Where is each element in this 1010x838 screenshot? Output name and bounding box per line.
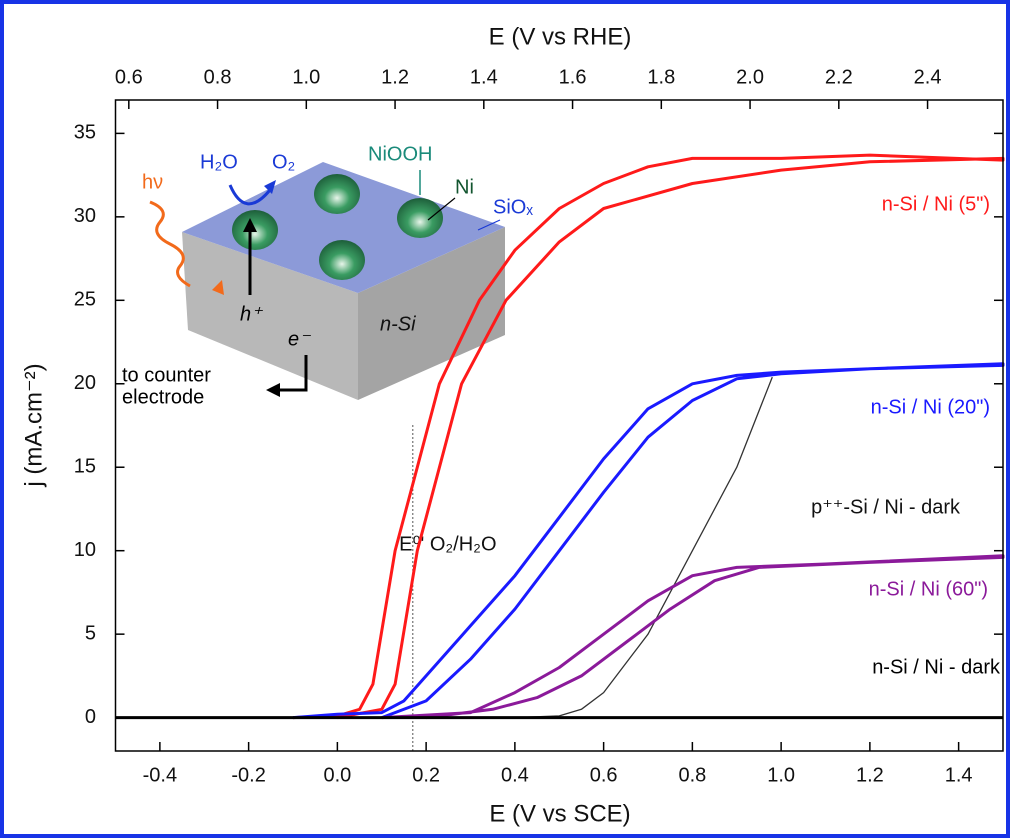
y-tick-label: 15 [74, 456, 96, 478]
x-tick-label: 0.6 [590, 764, 618, 786]
frame [2, 2, 1008, 836]
y-tick-label: 0 [85, 706, 96, 728]
x-tick-label: -0.4 [143, 764, 177, 786]
x2-tick-label: 1.0 [292, 66, 320, 88]
y-tick-label: 10 [74, 539, 96, 561]
x-tick-label: -0.2 [231, 764, 265, 786]
x2-axis-title: E (V vs RHE) [489, 23, 632, 50]
y-axis-title: j (mA.cm⁻²) [20, 363, 47, 487]
y-tick-label: 25 [74, 289, 96, 311]
x2-tick-label: 1.2 [381, 66, 409, 88]
particle [314, 174, 360, 214]
series-label: n-Si / Ni (20") [871, 396, 990, 418]
data-line [515, 377, 772, 717]
x2-tick-label: 0.6 [115, 66, 143, 88]
particle [319, 240, 365, 280]
x2-tick-label: 2.0 [736, 66, 764, 88]
x2-tick-label: 0.8 [204, 66, 232, 88]
inset-label: n-Si [380, 313, 416, 335]
inset-label: NiOOH [368, 143, 432, 165]
x-tick-label: 0.8 [678, 764, 706, 786]
reference-label: E⁰' O₂/H₂O [399, 533, 496, 555]
x2-tick-label: 1.4 [470, 66, 498, 88]
series-label: n-Si / Ni (60") [869, 578, 988, 600]
page: E (V vs RHE) E (V vs SCE) j (mA.cm⁻²) hν… [0, 0, 1010, 838]
inset-label: to counter [122, 364, 211, 386]
x2-tick-label: 2.2 [825, 66, 853, 88]
x2-tick-label: 2.4 [914, 66, 942, 88]
x2-tick-label: 1.8 [647, 66, 675, 88]
inset-label: h⁺ [240, 303, 263, 325]
series-label: n-Si / Ni (5") [882, 193, 990, 215]
plot-frame [116, 100, 1004, 751]
y-tick-label: 30 [74, 205, 96, 227]
particle [397, 198, 443, 238]
x-tick-label: 1.0 [767, 764, 795, 786]
y-tick-label: 5 [85, 622, 96, 644]
x-tick-label: 0.2 [412, 764, 440, 786]
x-axis-title: E (V vs SCE) [489, 800, 630, 827]
inset-label: H₂O [200, 151, 238, 173]
inset: hν H₂O O₂ NiOOH Ni SiOₓ h⁺ e⁻ n-Si to co… [122, 143, 533, 408]
inset-label: hν [142, 171, 163, 193]
y-tick-label: 20 [74, 372, 96, 394]
series-label: p⁺⁺-Si / Ni - dark [811, 496, 961, 518]
x2-tick-label: 1.6 [559, 66, 587, 88]
inset-label: O₂ [272, 151, 295, 173]
inset-label: Ni [455, 176, 474, 198]
x-tick-label: 0.4 [501, 764, 529, 786]
arrowhead [266, 383, 280, 397]
x-tick-label: 1.4 [945, 764, 973, 786]
y-tick-label: 35 [74, 122, 96, 144]
x-tick-label: 0.0 [323, 764, 351, 786]
x-tick-label: 1.2 [856, 764, 884, 786]
series-label: n-Si / Ni - dark [872, 656, 1001, 678]
inset-label: electrode [122, 386, 204, 408]
inset-label: e⁻ [288, 328, 311, 350]
inset-label: SiOₓ [493, 196, 533, 218]
chart: E (V vs RHE) E (V vs SCE) j (mA.cm⁻²) hν… [0, 0, 1010, 838]
